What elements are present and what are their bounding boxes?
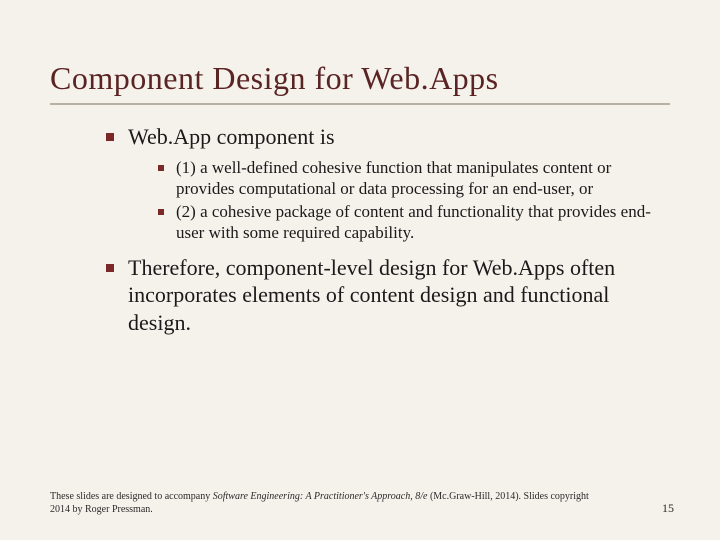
footer-book-title: Software Engineering: A Practitioner's A… [213,491,428,502]
sub-bullet-item: (2) a cohesive package of content and fu… [158,201,670,244]
slide-title: Component Design for Web.Apps [50,60,670,97]
bullet-text: Therefore, component-level design for We… [128,254,648,337]
square-bullet-icon [106,264,114,272]
title-underline [50,103,670,105]
bullet-text: Web.App component is [128,123,335,151]
footer-attribution: These slides are designed to accompany S… [50,490,610,516]
footer-prefix: These slides are designed to accompany [50,491,213,502]
square-bullet-icon [158,209,164,215]
bullet-item: Therefore, component-level design for We… [106,254,670,337]
slide: Component Design for Web.Apps Web.App co… [0,0,720,540]
square-bullet-icon [106,133,114,141]
page-number: 15 [662,501,674,516]
square-bullet-icon [158,165,164,171]
sub-bullet-text: (2) a cohesive package of content and fu… [176,201,656,244]
sub-bullet-item: (1) a well-defined cohesive function tha… [158,157,670,200]
bullet-item: Web.App component is [106,123,670,151]
sub-bullet-text: (1) a well-defined cohesive function tha… [176,157,656,200]
